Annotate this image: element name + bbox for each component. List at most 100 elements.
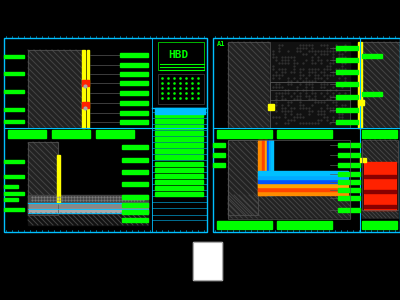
Bar	[155, 180, 203, 184]
Bar	[154, 202, 204, 207]
Bar	[28, 203, 148, 209]
Text: A1: A1	[217, 41, 226, 47]
Bar	[120, 111, 148, 115]
Bar	[120, 120, 148, 124]
Bar	[154, 208, 204, 213]
Bar	[4, 128, 207, 140]
Bar	[338, 180, 360, 184]
Bar	[154, 124, 204, 129]
Bar	[268, 104, 274, 110]
Bar	[336, 82, 358, 86]
Bar	[57, 155, 60, 203]
Bar	[4, 208, 24, 211]
Bar	[217, 221, 272, 229]
Bar	[258, 187, 348, 191]
Bar	[152, 38, 207, 232]
Bar	[364, 175, 396, 178]
Bar	[364, 190, 396, 193]
Bar	[28, 50, 82, 128]
Bar	[4, 55, 24, 58]
Bar	[362, 42, 400, 128]
Bar	[122, 218, 148, 222]
Bar	[358, 42, 362, 128]
Bar	[154, 172, 204, 177]
Bar	[4, 192, 24, 195]
Bar	[228, 140, 258, 215]
Bar	[120, 101, 148, 105]
Bar	[96, 130, 134, 138]
Bar	[213, 38, 400, 232]
Bar	[158, 42, 204, 70]
Bar	[120, 72, 148, 76]
Bar	[122, 210, 148, 214]
Bar	[213, 219, 360, 231]
Bar	[213, 163, 225, 167]
Bar	[338, 188, 360, 192]
Bar	[154, 190, 204, 195]
Bar	[154, 130, 204, 135]
Bar	[364, 205, 396, 208]
Bar	[271, 140, 273, 195]
Bar	[265, 140, 267, 195]
Bar	[155, 174, 203, 178]
Bar	[362, 140, 398, 162]
Bar	[277, 221, 332, 229]
Bar	[362, 42, 400, 128]
Bar	[338, 196, 360, 200]
Bar	[228, 140, 258, 215]
Bar	[362, 92, 382, 96]
Bar	[338, 143, 360, 147]
Bar	[338, 172, 360, 176]
Bar	[4, 175, 24, 178]
Bar	[120, 63, 148, 67]
Bar	[154, 166, 204, 171]
Bar	[4, 185, 18, 188]
Bar	[28, 209, 148, 213]
Bar	[338, 163, 360, 167]
Bar	[155, 168, 203, 172]
Bar	[336, 108, 358, 112]
Bar	[228, 195, 350, 219]
Bar	[258, 191, 348, 195]
Bar	[270, 82, 350, 128]
Bar	[158, 74, 204, 104]
Bar	[364, 162, 396, 210]
Bar	[360, 128, 400, 140]
Bar	[8, 130, 46, 138]
Bar	[120, 91, 148, 95]
Bar	[360, 140, 400, 219]
Bar	[4, 120, 24, 123]
Bar	[155, 131, 203, 135]
Bar	[155, 108, 205, 114]
Bar	[4, 90, 24, 93]
Bar	[270, 42, 350, 128]
Bar	[154, 160, 204, 165]
Bar	[4, 198, 18, 201]
Bar	[28, 142, 58, 215]
Bar	[336, 70, 358, 74]
Bar	[155, 125, 203, 129]
Bar	[82, 80, 89, 86]
Bar	[122, 203, 148, 207]
Bar	[228, 42, 270, 128]
Bar	[258, 175, 348, 179]
Bar	[362, 140, 398, 210]
Bar	[155, 137, 203, 141]
Bar	[362, 130, 397, 138]
Bar	[267, 140, 269, 195]
Bar	[258, 183, 348, 187]
Bar	[28, 50, 82, 128]
Bar	[155, 119, 203, 123]
Bar	[4, 108, 24, 111]
Bar	[4, 160, 24, 163]
Bar	[213, 153, 225, 157]
Bar	[122, 170, 148, 174]
Bar	[258, 171, 348, 175]
Bar	[228, 140, 350, 219]
Bar	[82, 102, 89, 108]
Bar	[122, 195, 148, 199]
Bar	[360, 219, 400, 231]
Bar	[4, 38, 207, 232]
Bar	[258, 179, 348, 183]
Bar	[154, 154, 204, 159]
